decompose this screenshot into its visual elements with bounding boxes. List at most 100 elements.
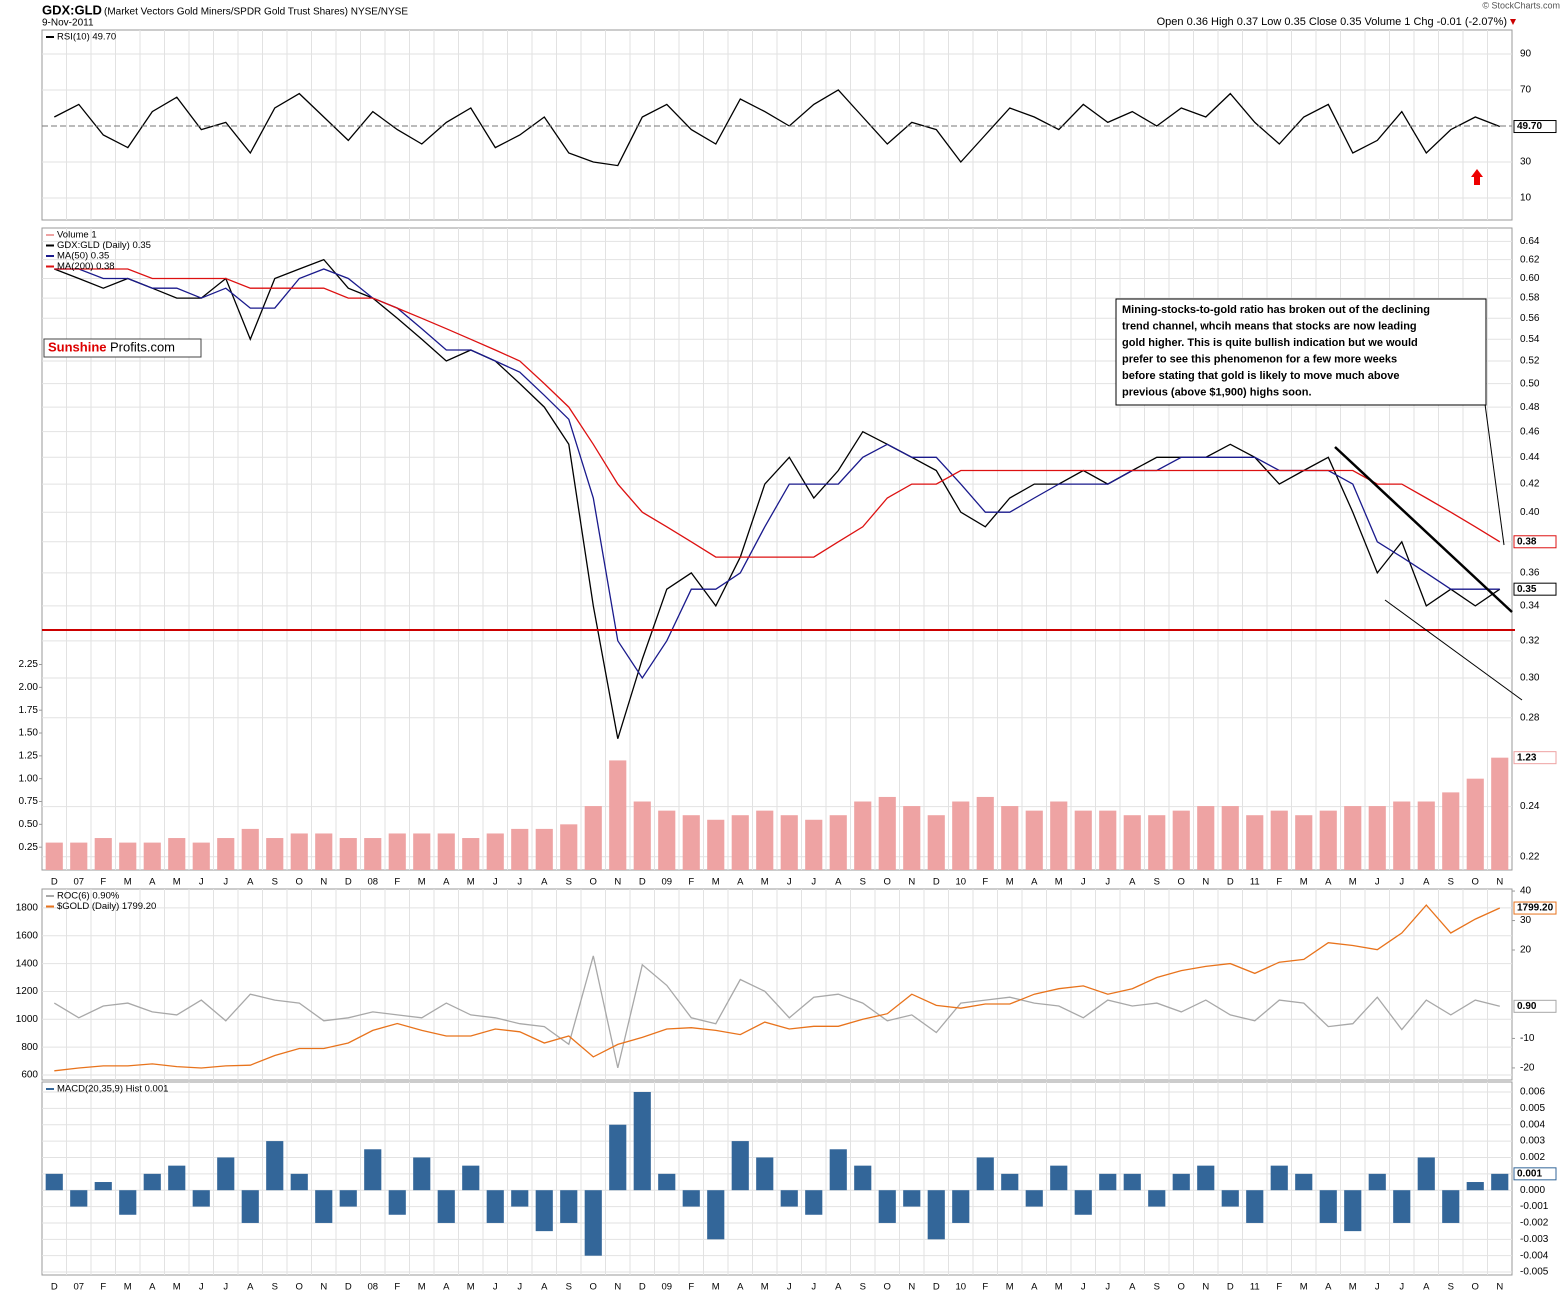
bar	[805, 819, 823, 870]
x-tick-label: A	[1325, 877, 1332, 888]
bar	[1197, 1165, 1215, 1191]
bar	[364, 838, 382, 870]
x-tick-label: D	[51, 877, 58, 888]
y-tick-label: 0.000	[1520, 1185, 1545, 1196]
y-tick-label: 0.75	[19, 796, 39, 807]
legend-label: $GOLD (Daily) 1799.20	[57, 901, 156, 912]
x-tick-label: J	[787, 877, 792, 888]
bar	[1393, 801, 1411, 870]
annotation-line: previous (above $1,900) highs soon.	[1122, 386, 1312, 398]
x-tick-label: M	[1006, 1282, 1014, 1293]
bar	[94, 838, 112, 870]
y-tick-label: 0.28	[1520, 712, 1540, 723]
series-line	[54, 268, 1500, 680]
x-tick-label: M	[418, 877, 426, 888]
bar	[119, 1190, 137, 1215]
bar	[45, 1173, 63, 1191]
x-tick-label: J	[223, 877, 228, 888]
x-tick-label: N	[908, 877, 915, 888]
x-tick-label: 09	[661, 877, 672, 888]
logo-red: Sunshine	[48, 339, 107, 354]
x-tick-label: S	[1448, 1282, 1454, 1293]
bar	[486, 1190, 504, 1223]
x-tick-label: O	[884, 1282, 891, 1293]
x-tick-label: F	[394, 877, 400, 888]
x-tick-label: A	[1423, 877, 1430, 888]
bar	[1393, 1190, 1411, 1223]
x-tick-label: D	[639, 877, 646, 888]
x-tick-label: M	[1055, 1282, 1063, 1293]
annotation-line: Mining-stocks-to-gold ratio has broken o…	[1122, 304, 1430, 316]
bar	[878, 1190, 896, 1223]
x-tick-label: M	[1349, 1282, 1357, 1293]
x-tick-label: A	[1129, 1282, 1136, 1293]
x-tick-label: D	[933, 877, 940, 888]
y-tick-label: 1600	[16, 930, 39, 941]
bar	[1442, 1190, 1460, 1223]
y-tick-label: 0.002	[1520, 1152, 1545, 1163]
x-tick-label: 07	[73, 1282, 84, 1293]
series-line	[54, 904, 1501, 1072]
y-tick-label: 0.56	[1520, 313, 1540, 324]
down-triangle	[1510, 19, 1516, 25]
bar	[1466, 1182, 1484, 1191]
x-tick-label: O	[296, 1282, 303, 1293]
x-tick-label: J	[811, 1282, 816, 1293]
bar	[952, 1190, 970, 1223]
y-tick-label: 2.25	[19, 659, 39, 670]
bar	[731, 1141, 749, 1191]
x-tick-label: O	[1178, 1282, 1185, 1293]
y-tick-label: 0.40	[1520, 507, 1540, 518]
x-tick-label: O	[296, 877, 303, 888]
x-tick-label: A	[835, 1282, 842, 1293]
last-value-label: 0.90	[1517, 1001, 1537, 1012]
x-tick-label: N	[320, 1282, 327, 1293]
panels: 90 70 30 10 49.70 RSI(10) 49.70 0.64 0.62 0.60 0.…	[16, 29, 1557, 1293]
x-tick-label: F	[1276, 1282, 1282, 1293]
x-tick-label: F	[688, 877, 694, 888]
bar	[1123, 1173, 1141, 1191]
x-tick-label: N	[1496, 877, 1503, 888]
y-tick-label: -20	[1520, 1063, 1535, 1074]
x-tick-label: A	[1325, 1282, 1332, 1293]
legend-label: RSI(10) 49.70	[57, 32, 116, 43]
series-line	[54, 258, 1501, 739]
y-tick-label: 0.42	[1520, 479, 1540, 490]
x-tick-label: O	[1472, 1282, 1479, 1293]
bar	[1368, 806, 1386, 870]
bar	[1442, 792, 1460, 870]
y-tick-label: 1.50	[19, 728, 39, 739]
x-tick-label: 11	[1250, 1282, 1260, 1293]
x-tick-label: M	[1006, 877, 1014, 888]
x-tick-label: M	[712, 1282, 720, 1293]
x-tick-label: O	[590, 1282, 597, 1293]
y-tick-label: 0.50	[1520, 378, 1540, 389]
x-tick-label: 11	[1250, 877, 1260, 888]
x-tick-label: D	[345, 877, 352, 888]
x-tick-label: J	[517, 877, 522, 888]
x-tick-label: J	[1375, 877, 1380, 888]
legend-label: MACD(20,35,9) Hist 0.001	[57, 1084, 168, 1095]
y-tick-label: 0.60	[1520, 273, 1540, 284]
bar	[339, 838, 357, 870]
bar	[462, 838, 480, 870]
x-tick-label: A	[541, 1282, 548, 1293]
y-tick-label: 1.25	[19, 750, 39, 761]
y-tick-label: 0.30	[1520, 673, 1540, 684]
x-tick-label: A	[443, 877, 450, 888]
bar	[756, 810, 774, 870]
bar	[707, 1190, 725, 1240]
last-value-label: 0.001	[1517, 1168, 1542, 1179]
bar	[290, 833, 308, 870]
bar	[1074, 1190, 1092, 1215]
y-tick-label: 600	[21, 1070, 38, 1081]
bar	[1050, 801, 1068, 870]
bar	[707, 819, 725, 870]
bar	[1050, 1165, 1068, 1191]
bar	[1025, 1190, 1043, 1207]
bar	[1417, 1157, 1435, 1191]
x-tick-label: D	[933, 1282, 940, 1293]
x-tick-label: D	[1227, 1282, 1234, 1293]
y-tick-label: 800	[21, 1042, 38, 1053]
